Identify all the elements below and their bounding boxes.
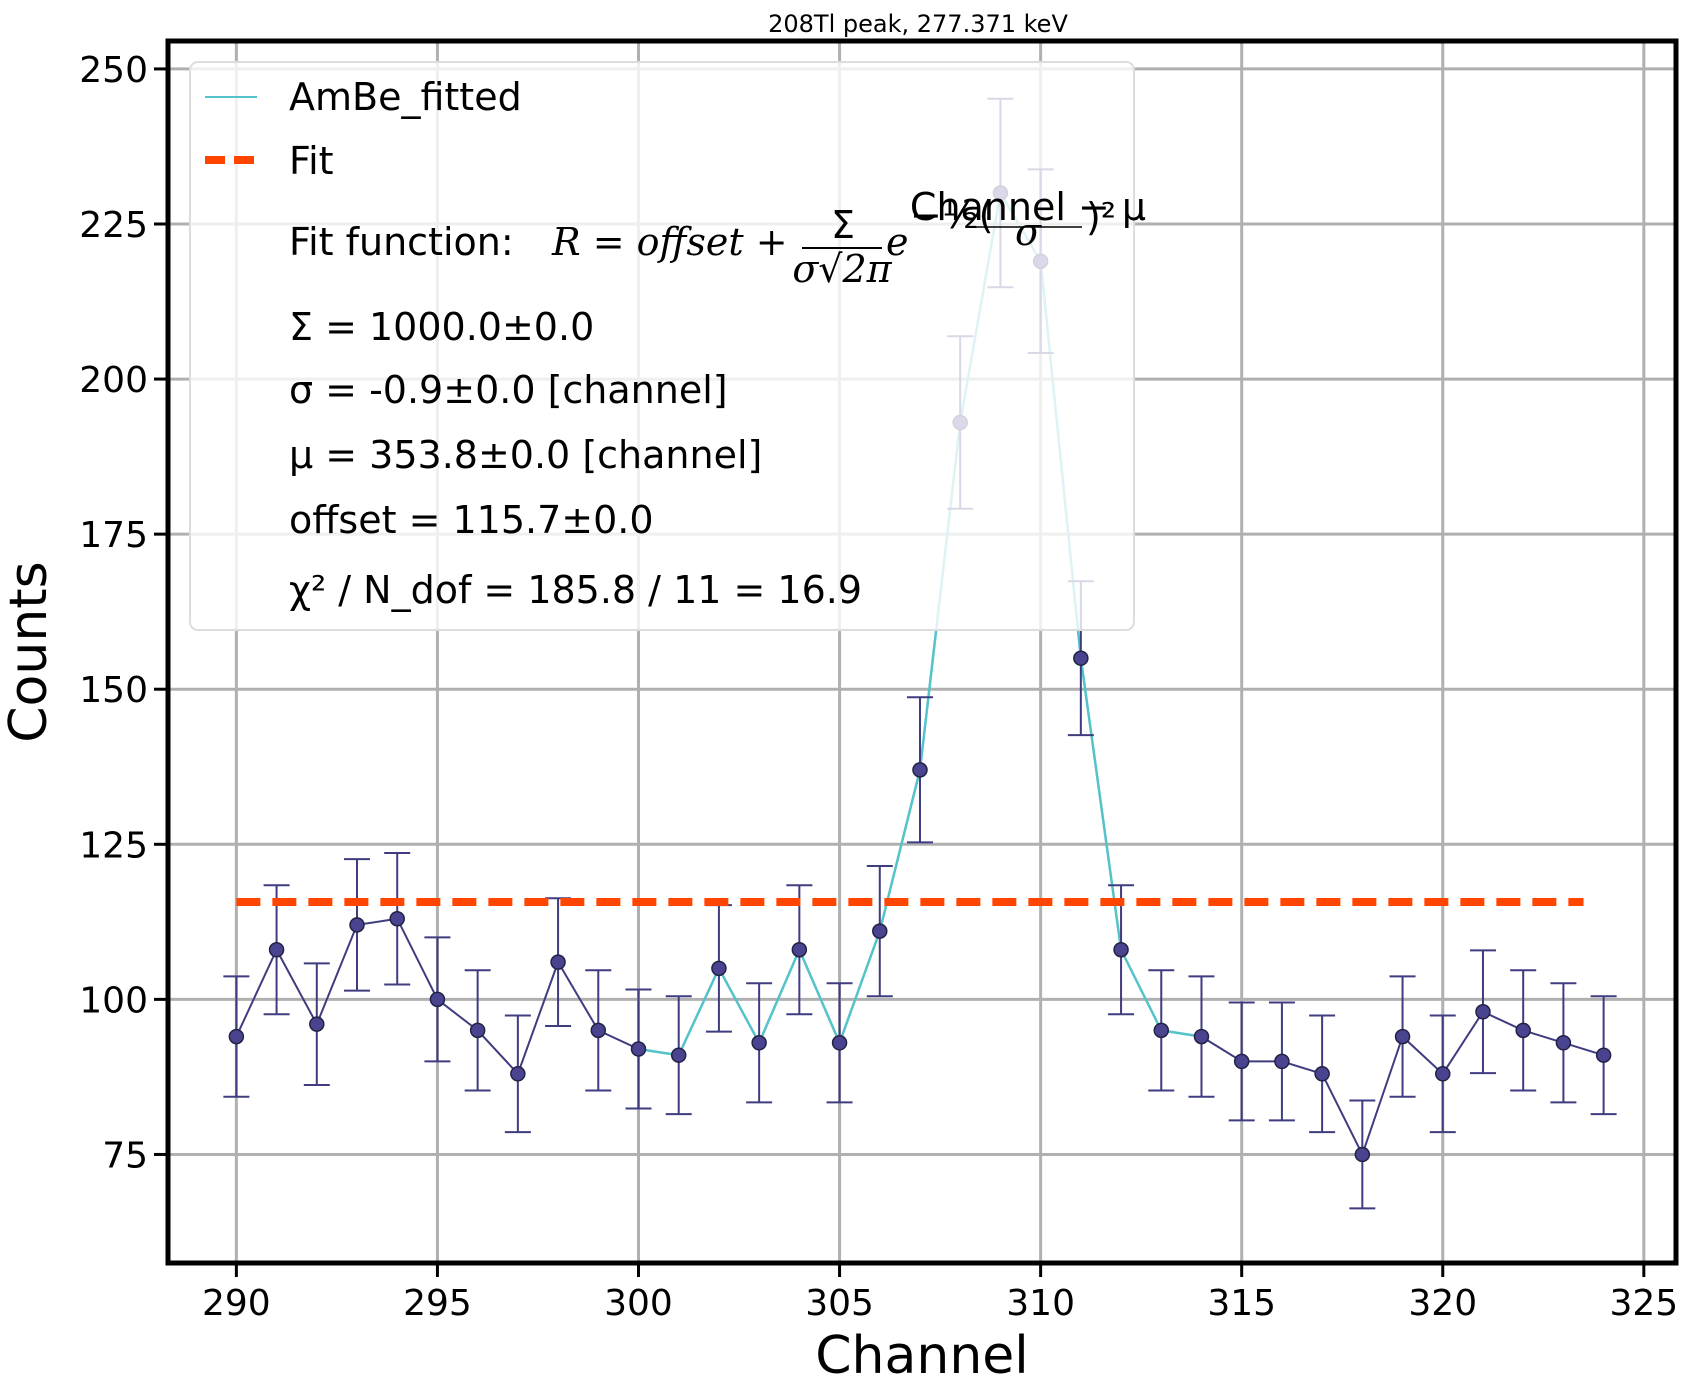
data-point-5: [429, 991, 446, 1008]
legend-chi2: χ² / N_dof = 185.8 / 11 = 16.9: [289, 568, 862, 612]
data-point-7: [510, 1066, 526, 1082]
data-point-13: [751, 1035, 767, 1051]
plot-frame: [165, 38, 1679, 1266]
y-tick-label-2: 125: [79, 825, 148, 866]
data-point-31: [1475, 1004, 1491, 1020]
data-point-11: [670, 1047, 687, 1063]
data-point-25: [1233, 1053, 1250, 1070]
y-tick-label-4: 175: [79, 515, 148, 556]
x-tick-label-6: 320: [1408, 1283, 1477, 1324]
data-point-33: [1555, 1035, 1572, 1051]
data-point-24: [1193, 1028, 1210, 1045]
data-point-3: [349, 917, 365, 933]
x-tick-label-3: 305: [805, 1283, 874, 1324]
x-tick-label-4: 310: [1006, 1283, 1075, 1324]
y-tick-label-1: 100: [79, 980, 148, 1021]
data-point-34: [1595, 1047, 1612, 1063]
axis-ticks: 290 295 300 305 310 315 320 325 75 100 125 150 175 20…: [79, 50, 1678, 1324]
legend-fitted-label: AmBe_fitted: [289, 75, 522, 119]
svg-text:)²: )²: [1086, 195, 1116, 239]
y-tick-label-6: 225: [79, 205, 148, 246]
x-axis-title: Channel: [815, 1326, 1028, 1386]
legend-mu: μ = 353.8±0.0 [channel]: [289, 433, 762, 477]
legend-fit-function-prefix: Fit function:: [289, 220, 514, 264]
data-point-9: [590, 1022, 607, 1039]
legend-sigma: σ = -0.9±0.0 [channel]: [289, 368, 728, 412]
y-tick-label-0: 75: [102, 1135, 148, 1176]
svg-text:e: e: [886, 220, 909, 264]
data-point-28: [1354, 1146, 1371, 1163]
data-point-23: [1153, 1022, 1170, 1039]
svg-text:σ: σ: [1015, 210, 1042, 254]
x-tick-label-5: 315: [1207, 1283, 1276, 1324]
fit-function-formula: R = offset + Σ σ√2π e −½( Channel − μ σ …: [551, 185, 1146, 291]
legend: AmBe_fitted Fit Fit function: R = offset…: [189, 61, 1146, 631]
data-point-17: [912, 762, 928, 778]
svg-text:Channel − μ: Channel − μ: [910, 185, 1146, 229]
data-point-29: [1394, 1028, 1411, 1045]
x-tick-label-7: 325: [1609, 1283, 1678, 1324]
svg-text:−½(: −½(: [910, 193, 994, 237]
data-point-21: [1073, 650, 1089, 666]
y-tick-label-7: 250: [79, 50, 148, 91]
data-point-22: [1113, 941, 1129, 958]
legend-offset: offset = 115.7±0.0: [289, 498, 654, 542]
svg-text:Σ: Σ: [831, 203, 855, 247]
data-point-10: [630, 1041, 647, 1057]
data-point-8: [550, 954, 566, 970]
data-point-0: [228, 1028, 245, 1045]
legend-fit-label: Fit: [289, 139, 334, 183]
chart-title: 208Tl peak, 277.371 keV: [768, 10, 1068, 38]
data-point-30: [1435, 1066, 1451, 1082]
legend-sigma-total: Σ = 1000.0±0.0: [289, 305, 594, 349]
data-point-1: [268, 941, 285, 958]
data-point-6: [469, 1022, 486, 1039]
x-tick-label-0: 290: [202, 1283, 271, 1324]
data-point-26: [1274, 1053, 1290, 1070]
legend-box: [189, 61, 1135, 631]
y-tick-label-5: 200: [79, 360, 148, 401]
x-tick-label-2: 300: [604, 1283, 673, 1324]
svg-text:σ√2π: σ√2π: [792, 247, 892, 291]
y-axis-title: Counts: [0, 561, 59, 743]
data-point-12: [711, 960, 727, 977]
data-point-16: [872, 923, 888, 939]
data-point-15: [831, 1035, 848, 1051]
y-tick-label-3: 150: [79, 670, 148, 711]
data-point-2: [309, 1016, 325, 1032]
data-point-4: [389, 910, 405, 927]
data-point-14: [791, 941, 808, 958]
x-tick-label-1: 295: [403, 1283, 472, 1324]
data-point-27: [1314, 1066, 1330, 1082]
data-point-32: [1515, 1022, 1531, 1039]
svg-text:R = offset +: R = offset +: [551, 220, 788, 264]
